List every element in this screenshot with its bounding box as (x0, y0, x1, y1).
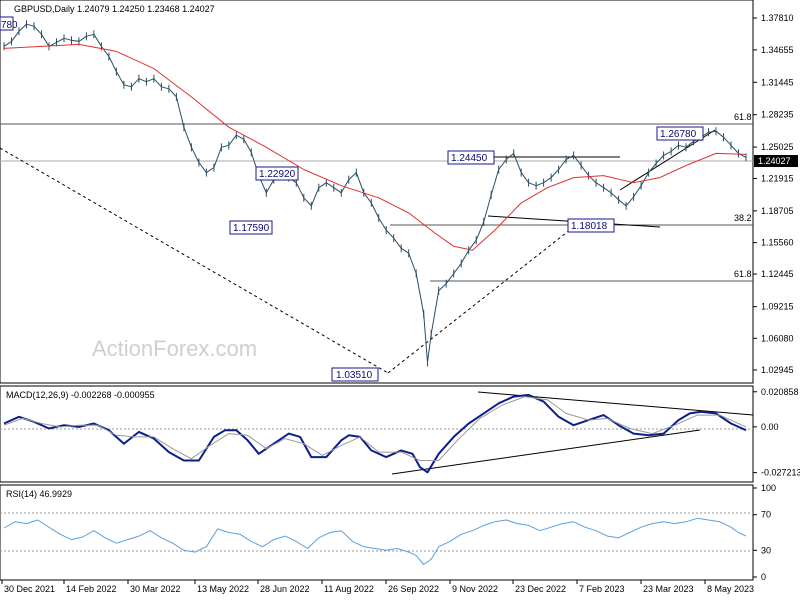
macd-lower-trendline (391, 429, 701, 475)
current-price-label: 1.24027 (758, 156, 791, 166)
rsi-header: RSI(14) 46.9929 (6, 489, 72, 499)
price-series-group (3, 20, 747, 367)
macd-y-tick: 0.020858 (761, 387, 799, 397)
x-axis: 30 Dec 2021 14 Feb 2022 30 Mar 2022 13 May … (1, 580, 754, 594)
price-y-tick: 1.28235 (761, 110, 794, 120)
annotation-box-1-18018: 1.18018 (567, 218, 615, 233)
ema-line (3, 43, 747, 251)
annotation-box-1-22920: 1.22920 (255, 166, 299, 181)
price-panel: ActionForex.com GBPUSD,Daily 1.24079 1.2… (0, 0, 798, 384)
rsi-series-group (3, 517, 747, 565)
x-tick-label: 26 Sep 2022 (388, 584, 439, 594)
price-y-tick: 1.37810 (761, 13, 794, 23)
price-y-tick: 1.06080 (761, 333, 794, 343)
x-tick-label: 30 Mar 2022 (130, 584, 181, 594)
x-tick-label: 14 Feb 2022 (66, 584, 117, 594)
x-tick-label: 9 Nov 2022 (452, 584, 498, 594)
rsi-y-tick: 30 (761, 545, 771, 555)
x-tick-label: 11 Aug 2022 (324, 584, 374, 594)
annotation-label: 1.18018 (571, 221, 608, 232)
current-price-tag: 1.24027 (754, 155, 798, 167)
price-y-tick: 1.15560 (761, 238, 794, 248)
macd-line (3, 393, 747, 474)
rsi-y-axis: 100 70 30 0 (753, 483, 776, 582)
macd-y-axis: 0.020858 0.00 -0.027213 (753, 387, 800, 478)
macd-series-group (3, 393, 747, 474)
macd-panel-frame (0, 385, 754, 483)
x-tick-label: 23 Mar 2023 (643, 584, 694, 594)
annotation-box-1-26780: 1.26780 (656, 126, 704, 141)
macd-y-tick: -0.027213 (761, 468, 800, 478)
price-y-tick: 1.02945 (761, 365, 794, 375)
price-y-tick: 1.18705 (761, 206, 794, 216)
price-y-tick: 1.34655 (761, 45, 794, 55)
price-y-tick: 1.12445 (761, 269, 794, 279)
price-panel-frame (0, 0, 754, 384)
rsi-y-tick: 100 (761, 483, 776, 493)
fib-label-618-lower: 61.8 (734, 269, 752, 279)
macd-y-tick: 0.00 (761, 422, 779, 432)
annotation-label: 1.26780 (660, 129, 697, 140)
rsi-line (3, 517, 747, 565)
signal-line (3, 396, 747, 461)
x-tick-label: 13 May 2022 (197, 584, 249, 594)
x-tick-label: 8 May 2023 (707, 584, 754, 594)
x-tick-label: 23 Dec 2022 (515, 584, 566, 594)
rsi-panel-frame (0, 484, 754, 581)
annotation-label: 1.3780 (0, 20, 18, 31)
fib-label-618-upper: 61.8 (734, 112, 752, 122)
annotation-label: 1.17590 (233, 223, 270, 234)
rsi-y-tick: 0 (761, 572, 766, 582)
annotation-label: 1.22920 (259, 169, 296, 180)
annotation-box-1-17590: 1.17590 (229, 220, 273, 235)
x-tick-label: 7 Feb 2023 (579, 584, 625, 594)
price-header: GBPUSD,Daily 1.24079 1.24250 1.23468 1.2… (14, 4, 215, 14)
annotation-box-1-3780: 1.3780 (0, 16, 18, 31)
x-tick-label: 30 Dec 2021 (4, 584, 55, 594)
watermark: ActionForex.com (92, 336, 257, 361)
fib-label-382: 38.2 (734, 213, 752, 223)
annotation-label: 1.03510 (336, 370, 373, 381)
price-y-tick: 1.25025 (761, 142, 794, 152)
rsi-panel: RSI(14) 46.9929 100 70 30 0 (0, 483, 776, 582)
annotation-label: 1.24450 (451, 153, 488, 164)
price-y-tick: 1.31445 (761, 77, 794, 87)
rsi-y-tick: 70 (761, 510, 771, 520)
price-y-tick: 1.21915 (761, 173, 794, 183)
price-y-axis: 1.37810 1.34655 1.31445 1.28235 1.25025 1.219… (753, 13, 794, 375)
dotted-down-trendline (0, 147, 389, 374)
macd-header: MACD(12,26,9) -0.002268 -0.000955 (6, 390, 155, 400)
annotation-box-1-24450: 1.24450 (447, 150, 495, 165)
price-y-tick: 1.09215 (761, 302, 794, 312)
annotation-box-1-03510: 1.03510 (331, 367, 379, 382)
x-tick-label: 28 Jun 2022 (260, 584, 310, 594)
macd-panel: MACD(12,26,9) -0.002268 -0.000955 0.0208… (0, 385, 800, 483)
dotted-up-trendline (387, 221, 581, 374)
